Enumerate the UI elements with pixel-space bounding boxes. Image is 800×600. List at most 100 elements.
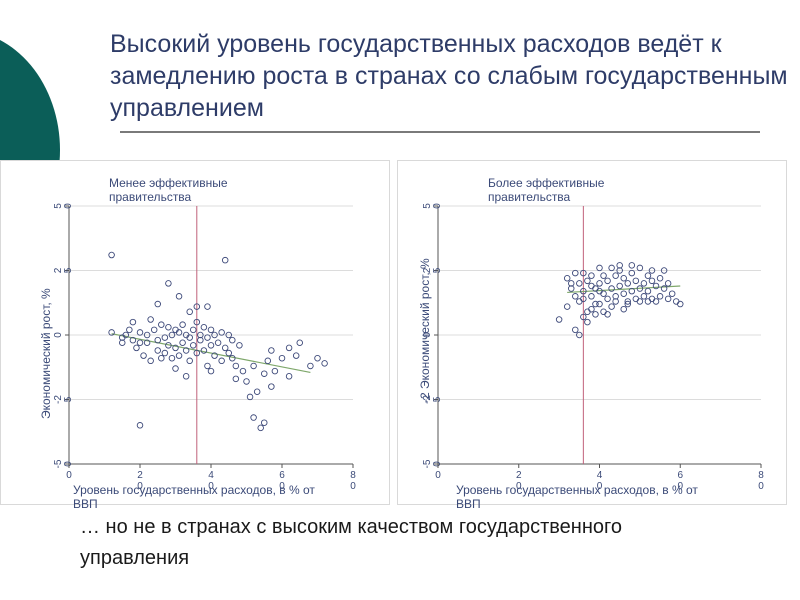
data-point xyxy=(261,419,268,426)
data-point xyxy=(207,342,215,349)
data-point xyxy=(668,290,676,297)
panel-label: Менее эффективные правительства xyxy=(109,176,228,204)
y-tick-label: -50 xyxy=(422,459,443,468)
data-point xyxy=(168,354,176,362)
data-point xyxy=(221,344,229,352)
data-point xyxy=(608,285,615,292)
data-point xyxy=(118,339,126,346)
data-point xyxy=(225,349,232,357)
data-point xyxy=(232,362,240,370)
data-point xyxy=(572,293,579,300)
data-point xyxy=(264,357,272,365)
data-point xyxy=(175,329,183,336)
data-point xyxy=(218,329,225,336)
data-point xyxy=(193,303,201,310)
panel-label: Более эффективные правительства xyxy=(488,176,605,204)
data-point xyxy=(186,357,193,365)
data-point xyxy=(143,339,151,346)
y-tick-label: 25 xyxy=(422,267,443,273)
data-point xyxy=(165,342,172,349)
data-point xyxy=(182,347,190,354)
data-point xyxy=(232,375,240,383)
data-point xyxy=(108,251,115,259)
data-point xyxy=(278,354,286,362)
data-point xyxy=(652,282,660,290)
slide-footer-text: … но не в странах с высоким качеством го… xyxy=(80,516,622,569)
data-point xyxy=(660,285,668,292)
y-tick-label: 0 xyxy=(53,332,64,338)
data-point xyxy=(172,365,179,372)
data-point xyxy=(214,339,222,346)
data-point xyxy=(608,303,615,310)
data-point xyxy=(628,262,636,269)
y-tick-label: 0 xyxy=(422,332,433,338)
data-point xyxy=(588,272,595,279)
data-point xyxy=(584,308,591,316)
data-point xyxy=(592,300,599,308)
data-point xyxy=(189,326,197,334)
data-point xyxy=(588,293,595,300)
data-point xyxy=(604,311,611,318)
data-point xyxy=(632,295,640,303)
data-point xyxy=(268,383,275,390)
data-point xyxy=(640,280,648,287)
data-point xyxy=(620,274,627,282)
data-point xyxy=(664,280,672,287)
data-point xyxy=(314,354,321,362)
data-point xyxy=(236,342,243,349)
data-point xyxy=(154,300,161,308)
data-point xyxy=(648,267,656,274)
data-point xyxy=(175,352,183,359)
data-point xyxy=(632,277,640,285)
data-point xyxy=(246,393,254,401)
data-point xyxy=(576,298,583,305)
data-point xyxy=(307,362,314,370)
x-axis-label: Уровень государственных расходов, в % от… xyxy=(73,483,315,511)
chart-panel-less-effective: Менее эффективные правительства Экономич… xyxy=(0,160,390,511)
data-point xyxy=(221,256,229,264)
data-point xyxy=(175,293,183,300)
data-point xyxy=(640,293,648,300)
data-point xyxy=(211,331,218,339)
data-point xyxy=(140,352,147,359)
scatter-plot-more-effective: -50 -25 0 25 50 0 20 40 60 80 xyxy=(422,203,764,492)
data-point xyxy=(596,300,603,308)
data-point xyxy=(129,336,137,344)
data-point xyxy=(193,318,201,326)
data-point xyxy=(672,298,680,305)
data-point xyxy=(644,287,652,295)
data-point xyxy=(147,357,154,365)
data-point xyxy=(616,262,623,269)
data-point xyxy=(108,329,115,336)
data-point xyxy=(572,326,579,334)
data-point xyxy=(172,344,179,352)
data-point xyxy=(608,264,615,272)
data-point xyxy=(576,280,583,287)
data-point xyxy=(580,269,587,277)
data-point xyxy=(596,264,603,272)
data-point xyxy=(200,347,208,354)
data-point xyxy=(165,324,172,331)
data-point xyxy=(636,298,644,305)
data-point xyxy=(161,349,169,357)
data-point xyxy=(580,287,587,295)
data-point xyxy=(225,331,232,339)
data-point xyxy=(555,316,563,323)
data-point xyxy=(239,367,247,375)
data-point xyxy=(296,339,304,346)
scatter-plot-less-effective: -50 -25 0 25 50 0 20 40 60 80 xyxy=(53,203,356,492)
data-point xyxy=(268,347,275,354)
data-point xyxy=(136,422,144,429)
x-axis-label: Уровень государственных расходов, в % от… xyxy=(456,483,698,511)
data-point xyxy=(620,305,627,313)
data-point xyxy=(656,293,664,300)
data-point xyxy=(229,336,236,344)
data-point xyxy=(628,269,636,277)
data-point xyxy=(200,324,208,331)
title-divider xyxy=(120,131,760,133)
y-tick-label: -50 xyxy=(53,459,74,468)
